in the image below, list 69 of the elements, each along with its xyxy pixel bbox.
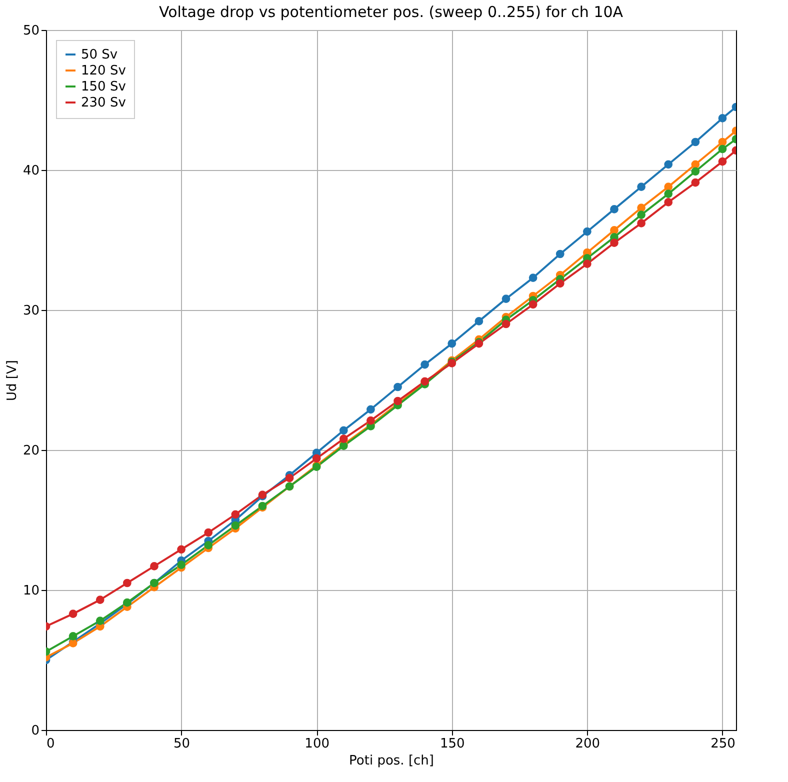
point — [231, 521, 240, 530]
point — [637, 182, 646, 191]
point — [718, 138, 727, 146]
point — [339, 434, 348, 443]
legend-label: 230 Sv — [81, 96, 126, 110]
point — [96, 616, 104, 625]
point — [122, 578, 132, 588]
x-tick-label: 100 — [304, 736, 330, 752]
point — [691, 160, 700, 169]
point — [582, 260, 592, 268]
point — [474, 317, 484, 326]
legend-label: 150 Sv — [81, 80, 126, 94]
point — [68, 632, 78, 640]
y-tick-label: 50 — [22, 24, 40, 38]
point — [528, 300, 538, 309]
point — [610, 205, 618, 214]
point — [96, 596, 104, 604]
point — [718, 157, 727, 166]
chart-title: Voltage drop vs potentiometer pos. (sweep 0..255) for ch 10A — [158, 3, 624, 21]
x-axis-title: Poti pos. [ch] — [349, 754, 434, 768]
point — [664, 198, 673, 206]
point — [637, 219, 646, 228]
x-tick-label: 0 — [46, 736, 55, 752]
y-axis-title: Ud [V] — [4, 360, 20, 401]
y-tick-label: 40 — [22, 164, 40, 178]
point — [177, 545, 186, 554]
x-tick-label: 150 — [440, 736, 465, 752]
point — [664, 160, 673, 169]
point — [610, 226, 618, 234]
point — [285, 474, 294, 482]
point — [204, 528, 213, 537]
point — [448, 339, 456, 348]
x-tick-label: 200 — [575, 736, 600, 752]
point — [691, 178, 700, 187]
point — [339, 426, 348, 435]
point — [394, 382, 402, 392]
x-tick-label: 250 — [710, 736, 736, 752]
point — [637, 204, 646, 212]
point — [68, 610, 78, 618]
point — [691, 167, 700, 176]
point — [664, 190, 673, 198]
x-tick-label: 50 — [174, 736, 190, 752]
point — [204, 541, 213, 550]
point — [231, 510, 240, 519]
y-tick-label: 0 — [31, 724, 40, 738]
point — [718, 114, 727, 122]
point — [582, 227, 592, 236]
point — [420, 360, 430, 369]
point — [177, 560, 186, 569]
point — [556, 250, 564, 258]
legend-label: 120 Sv — [81, 64, 126, 78]
point — [366, 416, 375, 425]
point — [610, 238, 618, 247]
point — [312, 454, 321, 463]
point — [528, 274, 538, 282]
point — [664, 182, 673, 191]
point — [502, 320, 510, 328]
point — [718, 144, 727, 154]
y-tick-label: 20 — [22, 444, 40, 458]
point — [637, 210, 646, 219]
point — [502, 294, 510, 303]
point — [366, 405, 375, 414]
point — [556, 279, 564, 288]
point — [691, 138, 700, 146]
point — [394, 396, 402, 406]
y-tick-label: 30 — [22, 304, 40, 318]
y-tick-label: 10 — [22, 584, 40, 598]
point — [150, 562, 158, 570]
legend-label: 50 Sv — [81, 48, 118, 62]
